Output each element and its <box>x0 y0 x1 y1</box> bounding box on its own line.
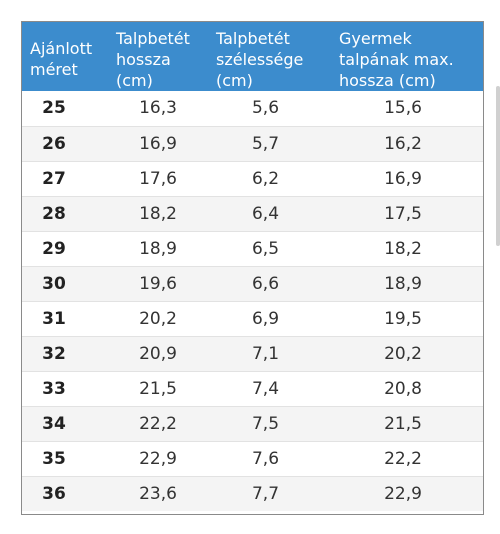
header-size: Ajánlott méret <box>22 22 108 91</box>
cell-insole-width: 7,4 <box>208 371 323 407</box>
cell-child-sole-max: 16,2 <box>323 126 483 162</box>
header-row: Ajánlott méret Talpbetét hossza (cm) Tal… <box>22 22 483 91</box>
cell-insole-width: 6,4 <box>208 196 323 232</box>
cell-child-sole-max: 19,5 <box>323 301 483 337</box>
cell-insole-width: 5,6 <box>208 91 323 127</box>
header-insole-width-line-1: Talpbetét <box>216 29 290 48</box>
cell-insole-width: 7,6 <box>208 441 323 477</box>
cell-size: 33 <box>22 371 108 407</box>
table-row: 26 16,9 5,7 16,2 <box>22 126 483 162</box>
cell-size: 34 <box>22 406 108 442</box>
cell-insole-length: 22,2 <box>108 406 208 442</box>
header-insole-width-line-3: (cm) <box>216 71 253 90</box>
header-size-line-2: méret <box>30 60 78 79</box>
cell-insole-length: 16,3 <box>108 91 208 127</box>
cell-size: 35 <box>22 441 108 477</box>
header-insole-width-line-2: szélessége <box>216 50 304 69</box>
cell-size: 25 <box>22 91 108 127</box>
cell-child-sole-max: 18,9 <box>323 266 483 302</box>
table-header: Ajánlott méret Talpbetét hossza (cm) Tal… <box>22 22 483 91</box>
header-child-sole-max-line-3: hossza (cm) <box>339 71 436 90</box>
cell-size: 26 <box>22 126 108 162</box>
cell-insole-length: 20,2 <box>108 301 208 337</box>
cell-size: 28 <box>22 196 108 232</box>
cell-child-sole-max: 20,8 <box>323 371 483 407</box>
cell-child-sole-max: 22,9 <box>323 476 483 511</box>
size-chart-table: Ajánlott méret Talpbetét hossza (cm) Tal… <box>22 22 483 511</box>
cell-child-sole-max: 16,9 <box>323 161 483 197</box>
cell-insole-width: 7,1 <box>208 336 323 372</box>
cell-size: 29 <box>22 231 108 267</box>
table-row: 25 16,3 5,6 15,6 <box>22 91 483 127</box>
cell-child-sole-max: 21,5 <box>323 406 483 442</box>
size-chart-table-frame: Ajánlott méret Talpbetét hossza (cm) Tal… <box>21 21 484 515</box>
cell-insole-width: 6,5 <box>208 231 323 267</box>
cell-child-sole-max: 22,2 <box>323 441 483 477</box>
table-row: 31 20,2 6,9 19,5 <box>22 301 483 337</box>
cell-insole-length: 20,9 <box>108 336 208 372</box>
cell-insole-width: 6,9 <box>208 301 323 337</box>
table-row: 33 21,5 7,4 20,8 <box>22 371 483 407</box>
cell-insole-length: 18,9 <box>108 231 208 267</box>
cell-size: 36 <box>22 476 108 511</box>
cell-child-sole-max: 15,6 <box>323 91 483 127</box>
cell-insole-width: 6,2 <box>208 161 323 197</box>
cell-insole-width: 6,6 <box>208 266 323 302</box>
header-child-sole-max: Gyermek talpának max. hossza (cm) <box>323 22 483 91</box>
cell-size: 27 <box>22 161 108 197</box>
header-insole-width: Talpbetét szélessége (cm) <box>208 22 323 91</box>
table-body: 25 16,3 5,6 15,6 26 16,9 5,7 16,2 27 17,… <box>22 91 483 511</box>
table-row: 34 22,2 7,5 21,5 <box>22 406 483 442</box>
table-row: 30 19,6 6,6 18,9 <box>22 266 483 302</box>
cell-insole-length: 22,9 <box>108 441 208 477</box>
cell-insole-length: 16,9 <box>108 126 208 162</box>
header-size-line-1: Ajánlott <box>30 39 93 58</box>
table-row: 29 18,9 6,5 18,2 <box>22 231 483 267</box>
table-row: 27 17,6 6,2 16,9 <box>22 161 483 197</box>
cell-child-sole-max: 18,2 <box>323 231 483 267</box>
header-insole-length: Talpbetét hossza (cm) <box>108 22 208 91</box>
cell-insole-width: 5,7 <box>208 126 323 162</box>
table-row: 32 20,9 7,1 20,2 <box>22 336 483 372</box>
cell-size: 31 <box>22 301 108 337</box>
cell-insole-width: 7,7 <box>208 476 323 511</box>
table-row: 35 22,9 7,6 22,2 <box>22 441 483 477</box>
cell-insole-length: 21,5 <box>108 371 208 407</box>
header-insole-length-line-3: (cm) <box>116 71 153 90</box>
cell-child-sole-max: 17,5 <box>323 196 483 232</box>
table-row: 28 18,2 6,4 17,5 <box>22 196 483 232</box>
cell-size: 30 <box>22 266 108 302</box>
header-insole-length-line-1: Talpbetét <box>116 29 190 48</box>
table-row: 36 23,6 7,7 22,9 <box>22 476 483 511</box>
cell-insole-length: 19,6 <box>108 266 208 302</box>
cell-child-sole-max: 20,2 <box>323 336 483 372</box>
header-insole-length-line-2: hossza <box>116 50 171 69</box>
cell-insole-length: 18,2 <box>108 196 208 232</box>
page-scrollbar[interactable] <box>496 86 500 246</box>
header-child-sole-max-line-1: Gyermek <box>339 29 412 48</box>
cell-insole-length: 23,6 <box>108 476 208 511</box>
cell-insole-width: 7,5 <box>208 406 323 442</box>
cell-size: 32 <box>22 336 108 372</box>
cell-insole-length: 17,6 <box>108 161 208 197</box>
header-child-sole-max-line-2: talpának max. <box>339 50 454 69</box>
